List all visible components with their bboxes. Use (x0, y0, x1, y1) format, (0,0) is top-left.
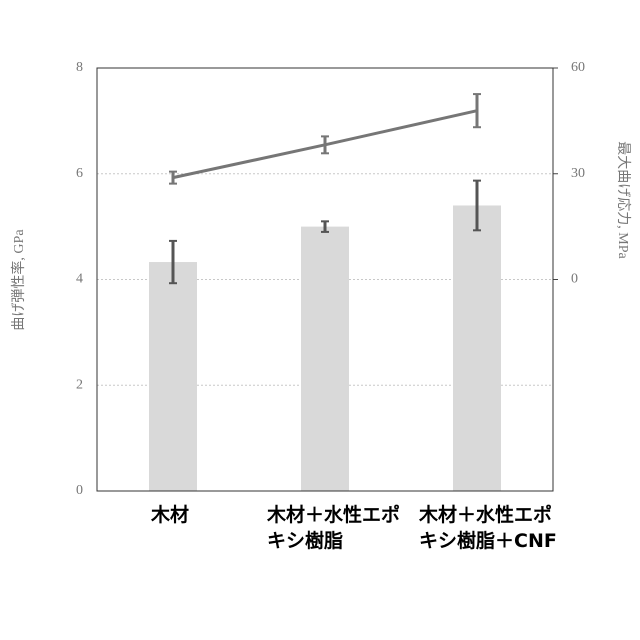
y-tick-label: 2 (76, 377, 83, 392)
y2-tick-label: 30 (571, 166, 585, 181)
y2-tick-label: 60 (571, 60, 585, 75)
y-tick-label: 8 (76, 60, 83, 75)
y-tick-label: 6 (76, 166, 83, 181)
chart: 曲げ弾性率, GPa 最大曲げ応力, MPa 0246803060 木材木材＋水… (0, 0, 640, 640)
y2-axis-label: 最大曲げ応力, MPa (615, 141, 631, 259)
y-tick-label: 0 (76, 483, 83, 498)
y2-tick-label: 0 (571, 272, 578, 287)
x-tick-label: 木材＋水性エポキシ樹脂＋CNF (419, 502, 559, 554)
y-axis-label: 曲げ弾性率, GPa (10, 229, 27, 331)
bar (149, 262, 197, 491)
x-tick-label: 木材＋水性エポキシ樹脂 (267, 502, 407, 554)
bar (453, 205, 501, 491)
y-tick-label: 4 (76, 272, 83, 287)
bar (301, 227, 349, 491)
